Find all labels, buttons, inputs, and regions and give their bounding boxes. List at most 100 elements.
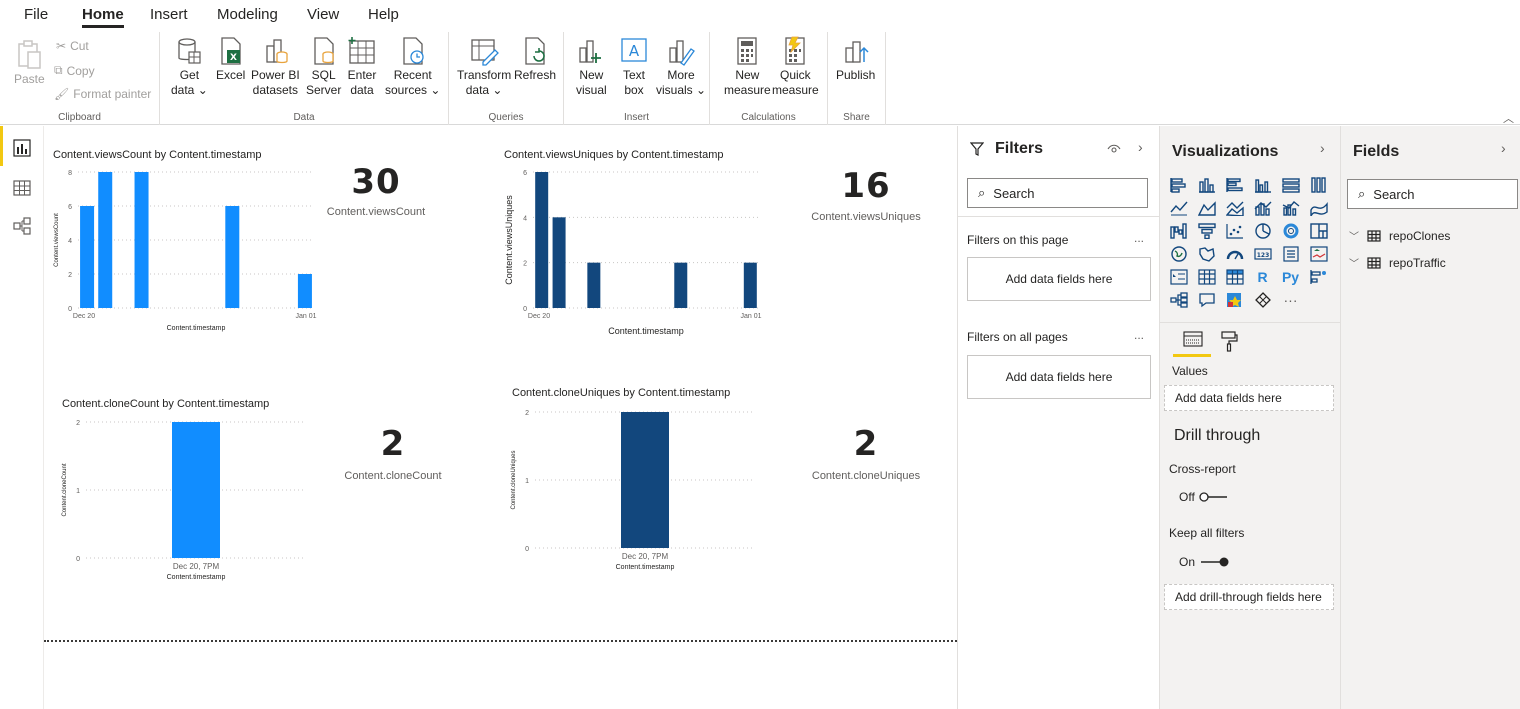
filters-page-more-button[interactable]: ... [1134,231,1145,245]
filters-page-drop-zone[interactable]: Add data fields here [967,257,1151,301]
chart-clone-uniques[interactable]: 0 1 2 Dec 20, 7PM Content.timestamp Content.c… [507,406,757,576]
enter-data-icon [348,37,375,64]
clustered-column-chart-icon[interactable] [1252,176,1273,194]
field-table-repotraffic[interactable]: ﹀ repoTraffic [1349,255,1446,271]
map-icon[interactable] [1168,245,1189,263]
pie-chart-icon[interactable] [1252,222,1273,240]
ribbon-chart-icon[interactable] [1308,199,1329,217]
fields-well-icon[interactable] [1182,330,1204,350]
y-tick-label: 1 [525,478,529,485]
paste-button[interactable]: Paste [14,40,45,87]
bar [552,217,566,308]
paginated-report-icon[interactable] [1252,291,1273,309]
line-and-clustered-column-chart-icon[interactable] [1280,199,1301,217]
drill-through-drop-zone[interactable]: Add drill-through fields here [1164,584,1334,610]
menu-home[interactable]: Home [82,6,124,28]
waterfall-chart-icon[interactable] [1168,222,1189,240]
line-and-stacked-column-chart-icon[interactable] [1252,199,1273,217]
text-box-button[interactable]: A Text box [619,36,649,98]
kpi-icon[interactable] [1308,245,1329,263]
excel-button[interactable]: X Excel [216,36,245,83]
scissors-icon: ✂ [56,39,67,53]
field-table-repoclones[interactable]: ﹀ repoClones [1349,228,1450,244]
quick-measure-button[interactable]: Quick measure [772,36,819,98]
format-paint-roller-icon[interactable] [1220,330,1238,352]
treemap-icon[interactable] [1308,222,1329,240]
clustered-bar-chart-icon[interactable] [1224,176,1245,194]
enter-data-button[interactable]: Enter data [347,36,377,98]
multi-row-card-icon[interactable] [1280,245,1301,263]
python-visual-icon[interactable]: Py [1281,269,1300,285]
cut-button[interactable]: ✂ Cut [56,39,89,53]
keep-all-filters-toggle[interactable]: On [1179,555,1229,569]
card-icon[interactable]: 123 [1252,245,1273,263]
menu-modeling[interactable]: Modeling [217,6,278,23]
sql-server-button[interactable]: SQL Server [306,36,341,98]
chevron-down-icon: ﹀ [1349,259,1359,270]
filters-all-drop-zone[interactable]: Add data fields here [967,355,1151,399]
menu-file[interactable]: File [24,6,49,23]
new-measure-button[interactable]: New measure [724,36,771,98]
fields-search-input[interactable]: ⌕ Search [1347,179,1518,209]
values-drop-zone[interactable]: Add data fields here [1164,385,1334,411]
more-visuals-ellipsis-icon[interactable]: ··· [1283,292,1298,308]
100-stacked-bar-chart-icon[interactable] [1280,176,1301,194]
gauge-icon[interactable] [1224,245,1245,263]
chart-views-uniques[interactable]: 0 2 4 6 Dec 20 Jan 01 Content.timestamp Content… [503,164,763,342]
power-bi-datasets-button[interactable]: Power BI datasets [251,36,300,98]
key-influencers-icon[interactable] [1308,268,1329,286]
qa-visual-icon[interactable] [1196,291,1217,309]
report-canvas[interactable]: Content.viewsCount by Content.timestamp … [44,126,957,709]
filled-map-icon[interactable] [1196,245,1217,263]
collapse-filters-chevron-icon[interactable]: › [1138,139,1143,155]
stacked-bar-chart-icon[interactable] [1168,176,1189,194]
kpi-views-uniques-value: 16 [841,166,891,206]
r-script-visual-icon[interactable]: R [1257,269,1268,285]
excel-label: Excel [216,68,246,82]
collapse-ribbon-icon[interactable]: ︿ [1503,113,1514,125]
100-stacked-column-chart-icon[interactable] [1308,176,1329,194]
stacked-column-chart-icon[interactable] [1196,176,1217,194]
eye-icon[interactable] [1107,143,1121,155]
svg-text:X: X [230,53,237,63]
format-painter-button[interactable]: 🖌 Format painter [54,87,151,101]
model-view-icon[interactable] [12,216,32,236]
group-label-queries: Queries [488,112,524,123]
area-chart-icon[interactable] [1196,199,1217,217]
matrix-icon[interactable] [1224,268,1245,286]
chart-clone-count[interactable]: 0 1 2 Dec 20, 7PM Content.timestamp Content.c… [58,416,308,586]
database-icon [178,38,201,64]
report-view-icon[interactable] [12,138,32,158]
format-painter-icon: 🖌 [54,87,70,101]
collapse-visualizations-chevron-icon[interactable]: › [1320,140,1325,156]
line-chart-icon[interactable] [1168,199,1189,217]
recent-sources-button[interactable]: Recent sources ⌄ [385,36,440,98]
transform-data-button[interactable]: Transform data ⌄ [457,36,511,98]
more-visuals-button[interactable]: More visuals ⌄ [656,36,706,98]
funnel-chart-icon[interactable] [1196,222,1217,240]
refresh-button[interactable]: Refresh [514,36,556,83]
filters-all-more-button[interactable]: ... [1134,328,1145,342]
stacked-area-chart-icon[interactable] [1224,199,1245,217]
scatter-chart-icon[interactable] [1224,222,1245,240]
menu-view[interactable]: View [307,6,340,23]
donut-chart-icon[interactable] [1280,222,1301,240]
data-view-icon[interactable] [12,178,32,198]
filters-search-input[interactable]: ⌕ Search [967,178,1148,208]
ribbon-group-insert: New visual A Text box More visuals ⌄ Ins… [564,32,710,125]
slicer-icon[interactable] [1168,268,1189,286]
publish-button[interactable]: Publish [836,36,875,83]
smart-narrative-icon[interactable] [1224,291,1245,309]
copy-button[interactable]: ⧉ Copy [54,63,95,78]
menu-insert[interactable]: Insert [150,6,188,23]
more-visuals-icon [669,40,695,66]
collapse-fields-chevron-icon[interactable]: › [1501,140,1506,156]
more-visuals-label-2: visuals ⌄ [656,83,707,97]
chart-views-count[interactable]: 0 2 4 6 8 Dec 20 Jan 01 Content.timestamp Conten… [52,164,322,342]
menu-help[interactable]: Help [368,6,399,23]
table-icon[interactable] [1196,268,1217,286]
decomposition-tree-icon[interactable] [1168,291,1189,309]
new-visual-button[interactable]: New visual [576,36,607,98]
cross-report-toggle[interactable]: Off [1179,490,1229,504]
get-data-button[interactable]: Get data ⌄ [171,36,208,98]
